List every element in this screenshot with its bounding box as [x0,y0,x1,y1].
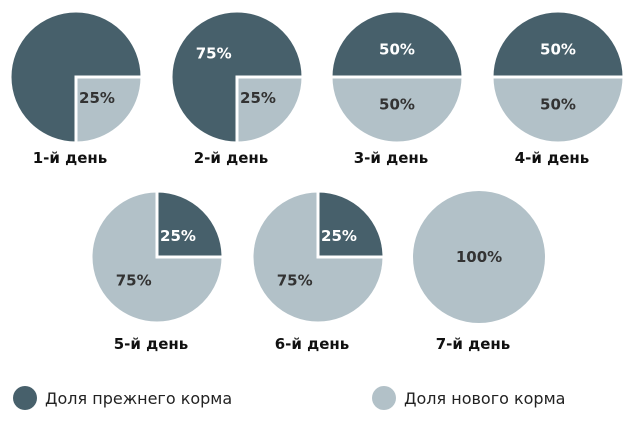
slice-old-day-6 [316,189,386,259]
slice-old-day-4 [490,9,626,79]
pct-label-new-day-2: 25% [240,89,276,107]
legend-old-food: Доля прежнего корма [13,386,232,410]
slice-old-day-5 [155,189,225,259]
slice-old-day-3 [329,9,465,79]
pie-1: 25% 1-й день [8,9,144,167]
pct-label-old-day-5: 25% [160,227,196,245]
slice-new-day-3 [329,75,465,145]
slice-new-day-2 [235,75,305,145]
day-label-5: 5-й день [114,335,189,353]
pie-3: 50% 50% 3-й день [329,9,465,167]
slice-new-day-1 [74,75,144,145]
legend-new-swatch [372,386,396,410]
day-label-6: 6-й день [275,335,350,353]
pie-2: 75% 25% 2-й день [169,9,305,167]
slice-old-day-1 [8,9,144,145]
day-label-2: 2-й день [194,149,269,167]
day-label-1: 1-й день [33,149,108,167]
pct-label-old-day-3: 50% [379,40,415,58]
day-label-3: 3-й день [354,149,429,167]
pie-5: 25% 75% 5-й день [89,189,225,353]
pie-4: 50% 50% 4-й день [490,9,626,167]
pie-7: 100% 7-й день [413,191,545,353]
slice-old-day-2 [169,9,305,145]
day-label-4: 4-й день [515,149,590,167]
slice-new-day-7 [413,191,545,323]
pct-label-new-day-1: 25% [79,89,115,107]
slice-new-day-4 [490,75,626,145]
day-label-7: 7-й день [436,335,511,353]
legend-new-food: Доля нового корма [372,386,565,410]
pct-label-new-day-7: 100% [456,248,502,266]
slice-new-day-6 [250,189,386,325]
pct-label-new-day-6: 75% [277,271,313,289]
pct-label-new-day-3: 50% [379,96,415,114]
pie-6: 25% 75% 6-й день [250,189,386,353]
pct-label-old-day-2: 75% [196,45,232,63]
pct-label-new-day-5: 75% [116,271,152,289]
pct-label-old-day-6: 25% [321,227,357,245]
legend-old-label: Доля прежнего корма [45,388,233,408]
pct-label-new-day-4: 50% [540,96,576,114]
legend-new-label: Доля нового корма [404,388,566,408]
slice-new-day-5 [89,189,225,325]
legend-old-swatch [13,386,37,410]
pct-label-old-day-4: 50% [540,40,576,58]
